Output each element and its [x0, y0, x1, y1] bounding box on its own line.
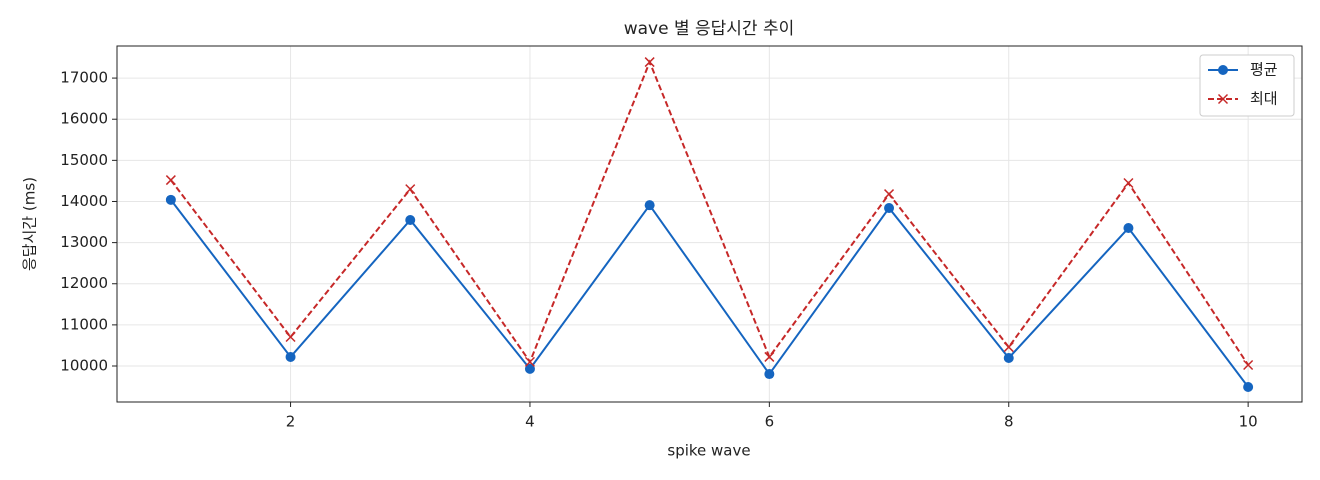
marker: [884, 203, 895, 214]
y-tick-label: 12000: [60, 274, 108, 292]
marker: [285, 331, 296, 343]
plot-frame: [116, 45, 1303, 403]
x-tick-label: 6: [765, 413, 775, 431]
marker: [165, 194, 176, 205]
marker: [1243, 359, 1254, 371]
marker: [405, 184, 416, 195]
x-axis-label: spike wave: [667, 442, 750, 460]
legend-label: 최대: [1250, 90, 1278, 108]
y-tick-label: 15000: [60, 151, 108, 169]
series-line: [170, 199, 1249, 388]
marker: [1243, 381, 1254, 392]
marker: [285, 351, 296, 362]
series-line: [170, 59, 1249, 366]
y-axis-label: 응답시간 (ms): [21, 177, 39, 271]
marker: [1123, 223, 1134, 234]
marker: [1218, 65, 1228, 75]
marker: [1123, 177, 1134, 189]
chart-title: wave 별 응답시간 추이: [624, 19, 795, 39]
y-tick-label: 14000: [60, 192, 108, 210]
x-tick-label: 4: [525, 413, 535, 431]
x-tick-label: 8: [1004, 413, 1014, 431]
marker: [524, 363, 535, 374]
y-tick-label: 10000: [60, 357, 108, 375]
legend-box: [1199, 54, 1295, 117]
marker: [524, 356, 535, 367]
marker: [165, 175, 176, 186]
marker: [884, 189, 895, 200]
y-tick-label: 16000: [60, 110, 108, 128]
marker: [764, 351, 775, 362]
marker: [405, 214, 416, 225]
marker: [1003, 342, 1014, 353]
y-tick-label: 11000: [60, 315, 108, 333]
y-tick-label: 17000: [60, 69, 108, 87]
marker: [644, 200, 655, 211]
y-tick-label: 13000: [60, 233, 108, 251]
marker: [1003, 352, 1014, 363]
x-tick-label: 10: [1239, 413, 1258, 431]
marker: [764, 369, 775, 380]
x-tick-label: 2: [286, 413, 296, 431]
marker: [644, 57, 655, 68]
marker: [1217, 93, 1229, 105]
legend-label: 평균: [1250, 61, 1278, 79]
